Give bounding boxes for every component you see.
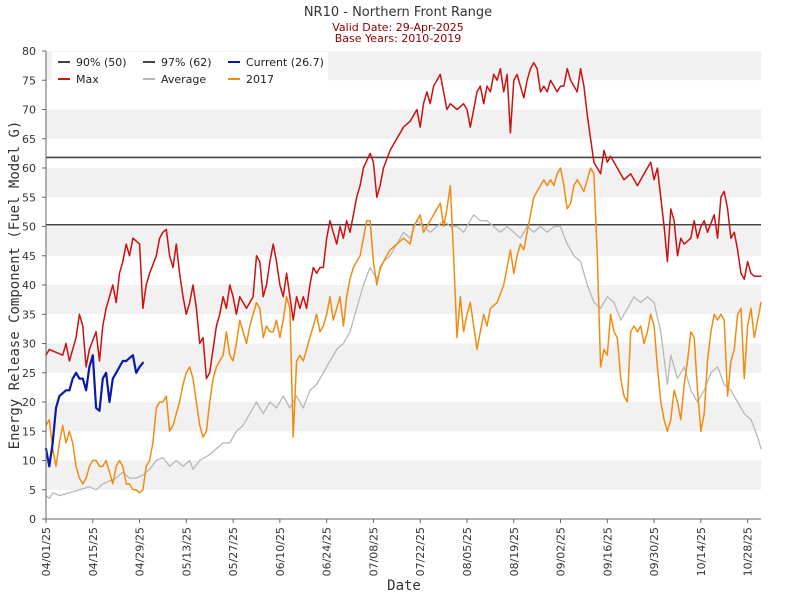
x-tick-label: 07/08/25 — [367, 527, 380, 576]
grid-band — [46, 402, 761, 432]
x-tick-label: 06/10/25 — [274, 527, 287, 576]
grid-band — [46, 489, 761, 519]
series-line-2017 — [45, 167, 762, 494]
x-axis-title: Date — [387, 578, 421, 594]
x-tick-label: 09/02/25 — [555, 527, 568, 576]
legend-label: Max — [76, 73, 99, 86]
x-tick-label: 04/15/25 — [87, 527, 100, 576]
x-tick-label: 08/19/25 — [508, 527, 521, 576]
grid-band — [46, 460, 761, 490]
y-tick-labels: 0 5 10 15 20 25 30 35 40 45 50 55 60 65 70 75 80 — [22, 45, 46, 526]
legend-label: 97% (62) — [161, 56, 212, 69]
y-tick-label: 25 — [22, 367, 36, 380]
chart-title: NR10 - Northern Front Range — [304, 5, 492, 20]
grid-band — [46, 431, 761, 461]
x-tick-label: 04/29/25 — [134, 527, 147, 576]
series-line-max — [45, 61, 762, 380]
x-tick-label: 10/14/25 — [695, 527, 708, 576]
grid-band — [46, 138, 761, 168]
chart-subtitle-valid-date: Valid Date: 29-Apr-2025 — [332, 21, 464, 34]
legend-label: 90% (50) — [76, 56, 127, 69]
y-axis-title: Energy Release Component (Fuel Model G) — [7, 121, 23, 450]
reference-lines — [46, 156, 761, 226]
x-tick-label: 04/01/25 — [40, 527, 53, 576]
x-tick-label: 10/28/25 — [742, 527, 755, 576]
legend-label: Average — [161, 73, 206, 86]
legend-box — [52, 52, 328, 90]
y-tick-label: 55 — [22, 191, 36, 204]
background-bands — [46, 51, 761, 519]
y-tick-label: 10 — [22, 455, 36, 468]
grid-band — [46, 372, 761, 402]
legend: 90% (50) 97% (62) Current (26.7) Max Average… — [52, 52, 328, 90]
series-line-average — [45, 214, 762, 500]
y-tick-label: 20 — [22, 396, 36, 409]
x-tick-label: 08/05/25 — [461, 527, 474, 576]
y-tick-label: 40 — [22, 279, 36, 292]
y-tick-label: 60 — [22, 162, 36, 175]
x-tick-label: 06/24/25 — [321, 527, 334, 576]
grid-band — [46, 255, 761, 285]
y-tick-label: 35 — [22, 308, 36, 321]
y-tick-label: 80 — [22, 45, 36, 58]
grid-band — [46, 343, 761, 373]
x-tick-labels: 04/01/25 04/15/25 04/29/25 05/13/25 05/27/25… — [40, 519, 755, 576]
y-tick-label: 0 — [29, 513, 36, 526]
series-line-current-26-7 — [44, 354, 144, 468]
y-tick-label: 30 — [22, 338, 36, 351]
x-tick-label: 09/16/25 — [601, 527, 614, 576]
chart-subtitle-base-years: Base Years: 2010-2019 — [335, 32, 461, 45]
x-tick-label: 05/13/25 — [180, 527, 193, 576]
grid-band — [46, 285, 761, 315]
x-tick-label: 07/22/25 — [414, 527, 427, 576]
x-tick-label: 05/27/25 — [227, 527, 240, 576]
grid-band — [46, 226, 761, 256]
grid-band — [46, 197, 761, 227]
y-tick-label: 15 — [22, 425, 36, 438]
grid-band — [46, 109, 761, 139]
x-tick-label: 09/30/25 — [648, 527, 661, 576]
y-tick-label: 65 — [22, 133, 36, 146]
y-tick-label: 70 — [22, 104, 36, 117]
legend-label: 2017 — [246, 73, 274, 86]
y-tick-label: 50 — [22, 221, 36, 234]
legend-label: Current (26.7) — [246, 56, 324, 69]
y-tick-label: 75 — [22, 74, 36, 87]
grid-band — [46, 168, 761, 198]
y-tick-label: 45 — [22, 250, 36, 263]
y-tick-label: 5 — [29, 484, 36, 497]
series-group — [44, 61, 762, 500]
